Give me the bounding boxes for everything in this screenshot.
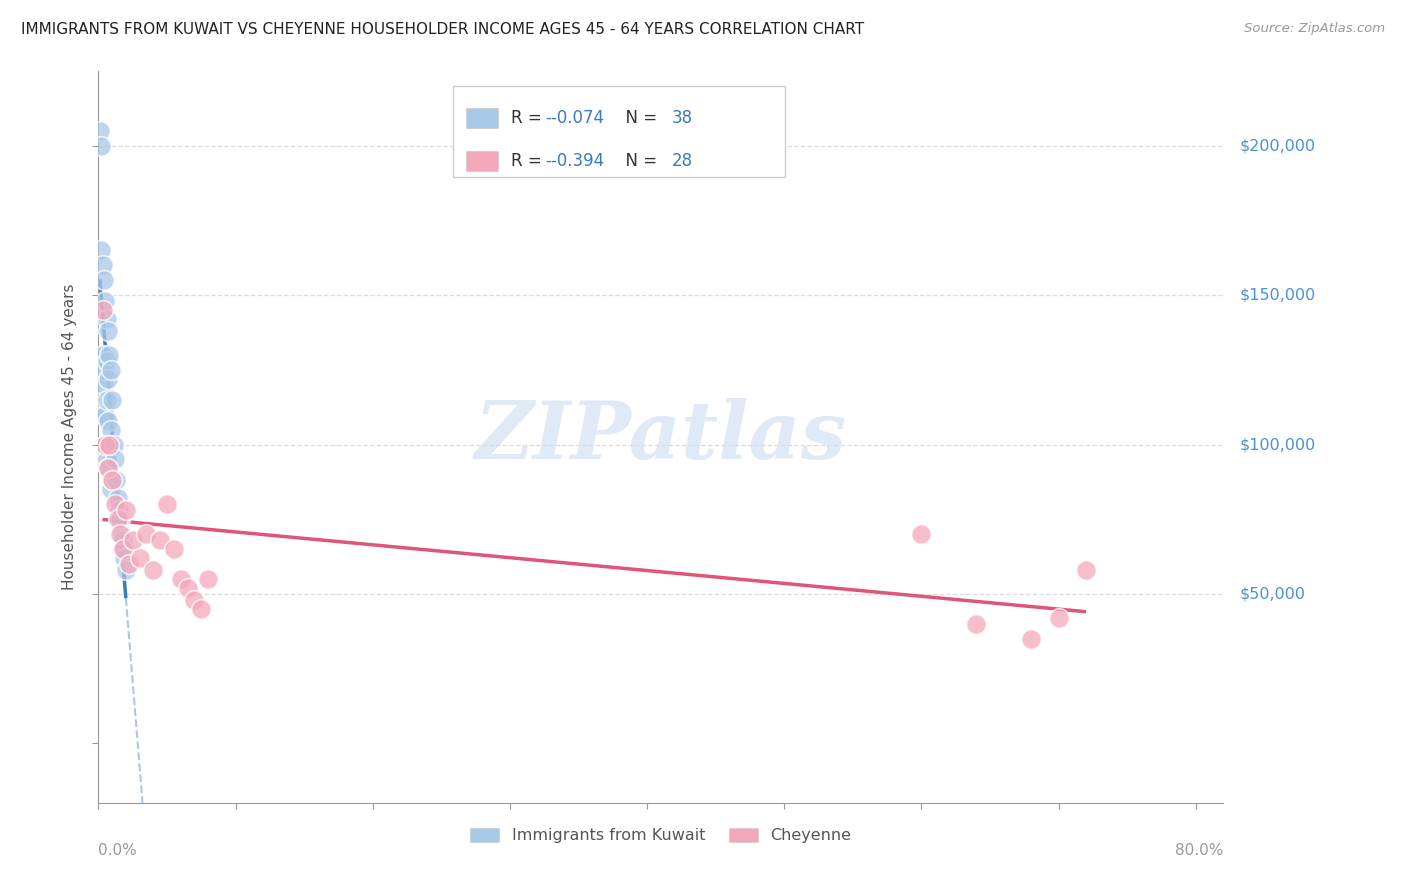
Point	[101, 392, 124, 407]
Point	[115, 503, 138, 517]
Point	[107, 512, 129, 526]
Point	[91, 259, 114, 273]
Text: $200,000: $200,000	[1240, 138, 1316, 153]
Point	[97, 461, 120, 475]
Point	[110, 512, 132, 526]
Point	[1074, 563, 1097, 577]
Point	[96, 312, 118, 326]
Point	[112, 533, 135, 547]
Y-axis label: Householder Income Ages 45 - 64 years: Householder Income Ages 45 - 64 years	[62, 284, 77, 591]
Point	[176, 581, 198, 595]
Point	[117, 557, 139, 571]
FancyBboxPatch shape	[467, 151, 498, 171]
Point	[910, 527, 932, 541]
Point	[100, 363, 122, 377]
Legend: Immigrants from Kuwait, Cheyenne: Immigrants from Kuwait, Cheyenne	[464, 822, 858, 850]
Text: Source: ZipAtlas.com: Source: ZipAtlas.com	[1244, 22, 1385, 36]
Point	[107, 491, 129, 506]
Point	[190, 601, 212, 615]
Point	[1019, 632, 1042, 646]
Point	[93, 408, 115, 422]
Text: $50,000: $50,000	[1240, 586, 1306, 601]
Text: $150,000: $150,000	[1240, 288, 1316, 302]
Point	[97, 414, 120, 428]
Point	[197, 572, 219, 586]
Text: 28: 28	[672, 152, 693, 170]
Point	[89, 124, 111, 138]
Text: --0.394: --0.394	[546, 152, 605, 170]
Point	[110, 527, 132, 541]
Point	[112, 542, 135, 557]
FancyBboxPatch shape	[467, 108, 498, 128]
Text: $100,000: $100,000	[1240, 437, 1316, 452]
Point	[98, 437, 121, 451]
Point	[90, 244, 112, 258]
Point	[97, 372, 120, 386]
Text: 80.0%: 80.0%	[1175, 843, 1223, 858]
Point	[91, 303, 114, 318]
Point	[183, 592, 205, 607]
Point	[104, 452, 127, 467]
Point	[90, 139, 112, 153]
Point	[98, 437, 121, 451]
Point	[103, 437, 125, 451]
Point	[135, 527, 157, 541]
Point	[115, 563, 138, 577]
Point	[100, 483, 122, 497]
Text: IMMIGRANTS FROM KUWAIT VS CHEYENNE HOUSEHOLDER INCOME AGES 45 - 64 YEARS CORRELA: IMMIGRANTS FROM KUWAIT VS CHEYENNE HOUSE…	[21, 22, 865, 37]
FancyBboxPatch shape	[453, 86, 785, 178]
Text: R =: R =	[512, 109, 547, 127]
Point	[93, 273, 115, 287]
Point	[100, 423, 122, 437]
Point	[93, 377, 115, 392]
Point	[97, 324, 120, 338]
Point	[94, 408, 117, 422]
Point	[108, 503, 131, 517]
Point	[170, 572, 193, 586]
Point	[111, 527, 134, 541]
Point	[114, 551, 136, 566]
Text: N =: N =	[614, 152, 662, 170]
Point	[104, 497, 127, 511]
Text: 38: 38	[672, 109, 693, 127]
Point	[965, 616, 987, 631]
Point	[94, 437, 117, 451]
Point	[96, 392, 118, 407]
Text: ZIPatlas: ZIPatlas	[475, 399, 846, 475]
Point	[96, 354, 118, 368]
Text: --0.074: --0.074	[546, 109, 605, 127]
Point	[94, 437, 117, 451]
Text: N =: N =	[614, 109, 662, 127]
Text: R =: R =	[512, 152, 547, 170]
Point	[91, 348, 114, 362]
Point	[101, 474, 124, 488]
Point	[94, 363, 117, 377]
Point	[121, 533, 143, 547]
Point	[98, 348, 121, 362]
Point	[105, 474, 128, 488]
Point	[96, 452, 118, 467]
Point	[149, 533, 172, 547]
Point	[128, 551, 150, 566]
Point	[163, 542, 186, 557]
Point	[97, 461, 120, 475]
Point	[112, 542, 135, 557]
Text: 0.0%: 0.0%	[98, 843, 138, 858]
Point	[156, 497, 179, 511]
Point	[101, 474, 124, 488]
Point	[1047, 610, 1070, 624]
Point	[94, 294, 117, 309]
Point	[142, 563, 165, 577]
